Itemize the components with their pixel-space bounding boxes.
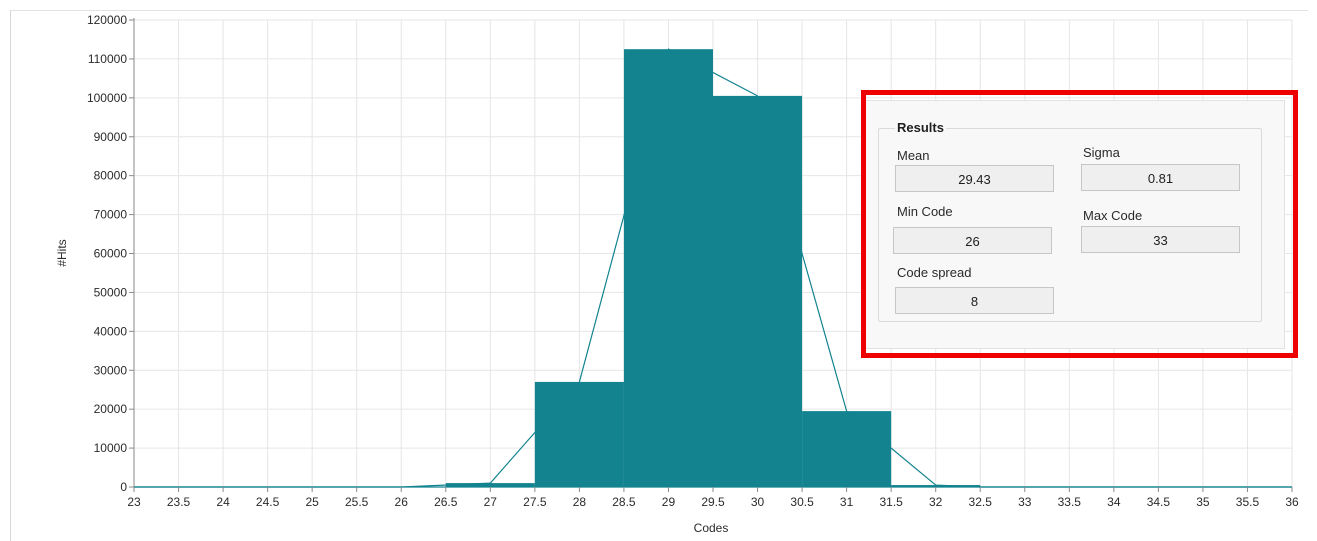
mean-label: Mean — [897, 148, 930, 163]
x-tick-label: 25 — [305, 495, 319, 509]
results-title: Results — [895, 120, 946, 135]
max-code-label: Max Code — [1083, 208, 1143, 223]
x-tick-label: 30.5 — [790, 495, 814, 509]
min-code-value: 26 — [893, 227, 1052, 254]
x-axis-title: Codes — [694, 521, 729, 535]
y-tick-label: 60000 — [94, 247, 128, 261]
x-tick-label: 26.5 — [434, 495, 458, 509]
y-tick-label: 10000 — [94, 441, 128, 455]
x-tick-label: 23 — [127, 495, 141, 509]
x-tick-label: 32 — [929, 495, 943, 509]
histogram-bar — [623, 49, 713, 487]
distribution-line-path — [134, 48, 1292, 488]
x-tick-label: 31.5 — [879, 495, 903, 509]
code-spread-label: Code spread — [897, 265, 972, 280]
x-tick-label: 34.5 — [1147, 495, 1171, 509]
x-tick-label: 33.5 — [1058, 495, 1082, 509]
x-tick-label: 31 — [840, 495, 854, 509]
histogram-bar — [713, 95, 803, 487]
x-tick-label: 23.5 — [167, 495, 191, 509]
code-spread-value: 8 — [895, 287, 1054, 314]
x-tick-label: 28.5 — [612, 495, 636, 509]
distribution-line — [134, 48, 1292, 488]
x-tick-label: 29 — [662, 495, 676, 509]
y-tick-label: 40000 — [94, 324, 128, 338]
y-tick-label: 70000 — [94, 208, 128, 222]
sigma-value: 0.81 — [1081, 164, 1240, 191]
y-tick-label: 90000 — [94, 130, 128, 144]
y-tick-label: 100000 — [87, 91, 127, 105]
x-tick-label: 34 — [1107, 495, 1121, 509]
histogram-bar — [891, 485, 981, 487]
y-axis-title: #Hits — [55, 239, 69, 266]
min-code-label: Min Code — [897, 204, 953, 219]
y-tick-label: 50000 — [94, 285, 128, 299]
x-tick-label: 25.5 — [345, 495, 369, 509]
sigma-label: Sigma — [1083, 145, 1120, 160]
y-tick-label: 0 — [120, 480, 127, 494]
x-tick-label: 24 — [216, 495, 230, 509]
x-tick-label: 27 — [484, 495, 498, 509]
y-tick-label: 30000 — [94, 363, 128, 377]
x-tick-label: 35.5 — [1236, 495, 1260, 509]
x-axis-ticks: 23 23.5 24 24.5 25 25.5 26 26.5 27 27.5 28 28.5 29 29… — [127, 487, 1299, 509]
y-tick-label: 20000 — [94, 402, 128, 416]
y-tick-label: 120000 — [87, 13, 127, 27]
x-tick-label: 29.5 — [701, 495, 725, 509]
highlight-box — [861, 90, 1298, 358]
x-tick-label: 24.5 — [256, 495, 280, 509]
x-tick-label: 35 — [1196, 495, 1210, 509]
chart-frame — [10, 10, 1308, 541]
results-group-box — [878, 128, 1262, 322]
x-tick-label: 28 — [573, 495, 587, 509]
y-axis-ticks: 0 10000 20000 30000 40000 50000 60000 70000 8000… — [87, 13, 134, 494]
histogram-bar — [802, 411, 892, 487]
x-tick-label: 26 — [395, 495, 409, 509]
histogram-bar — [534, 381, 624, 487]
mean-value: 29.43 — [895, 165, 1054, 192]
x-tick-label: 30 — [751, 495, 765, 509]
y-tick-label: 80000 — [94, 169, 128, 183]
histogram-bars — [445, 49, 981, 487]
y-tick-label: 110000 — [88, 52, 127, 66]
histogram-bar — [445, 483, 535, 487]
x-tick-label: 32.5 — [969, 495, 993, 509]
x-tick-label: 36 — [1285, 495, 1299, 509]
max-code-value: 33 — [1081, 226, 1240, 253]
x-tick-label: 33 — [1018, 495, 1032, 509]
x-tick-label: 27.5 — [523, 495, 547, 509]
